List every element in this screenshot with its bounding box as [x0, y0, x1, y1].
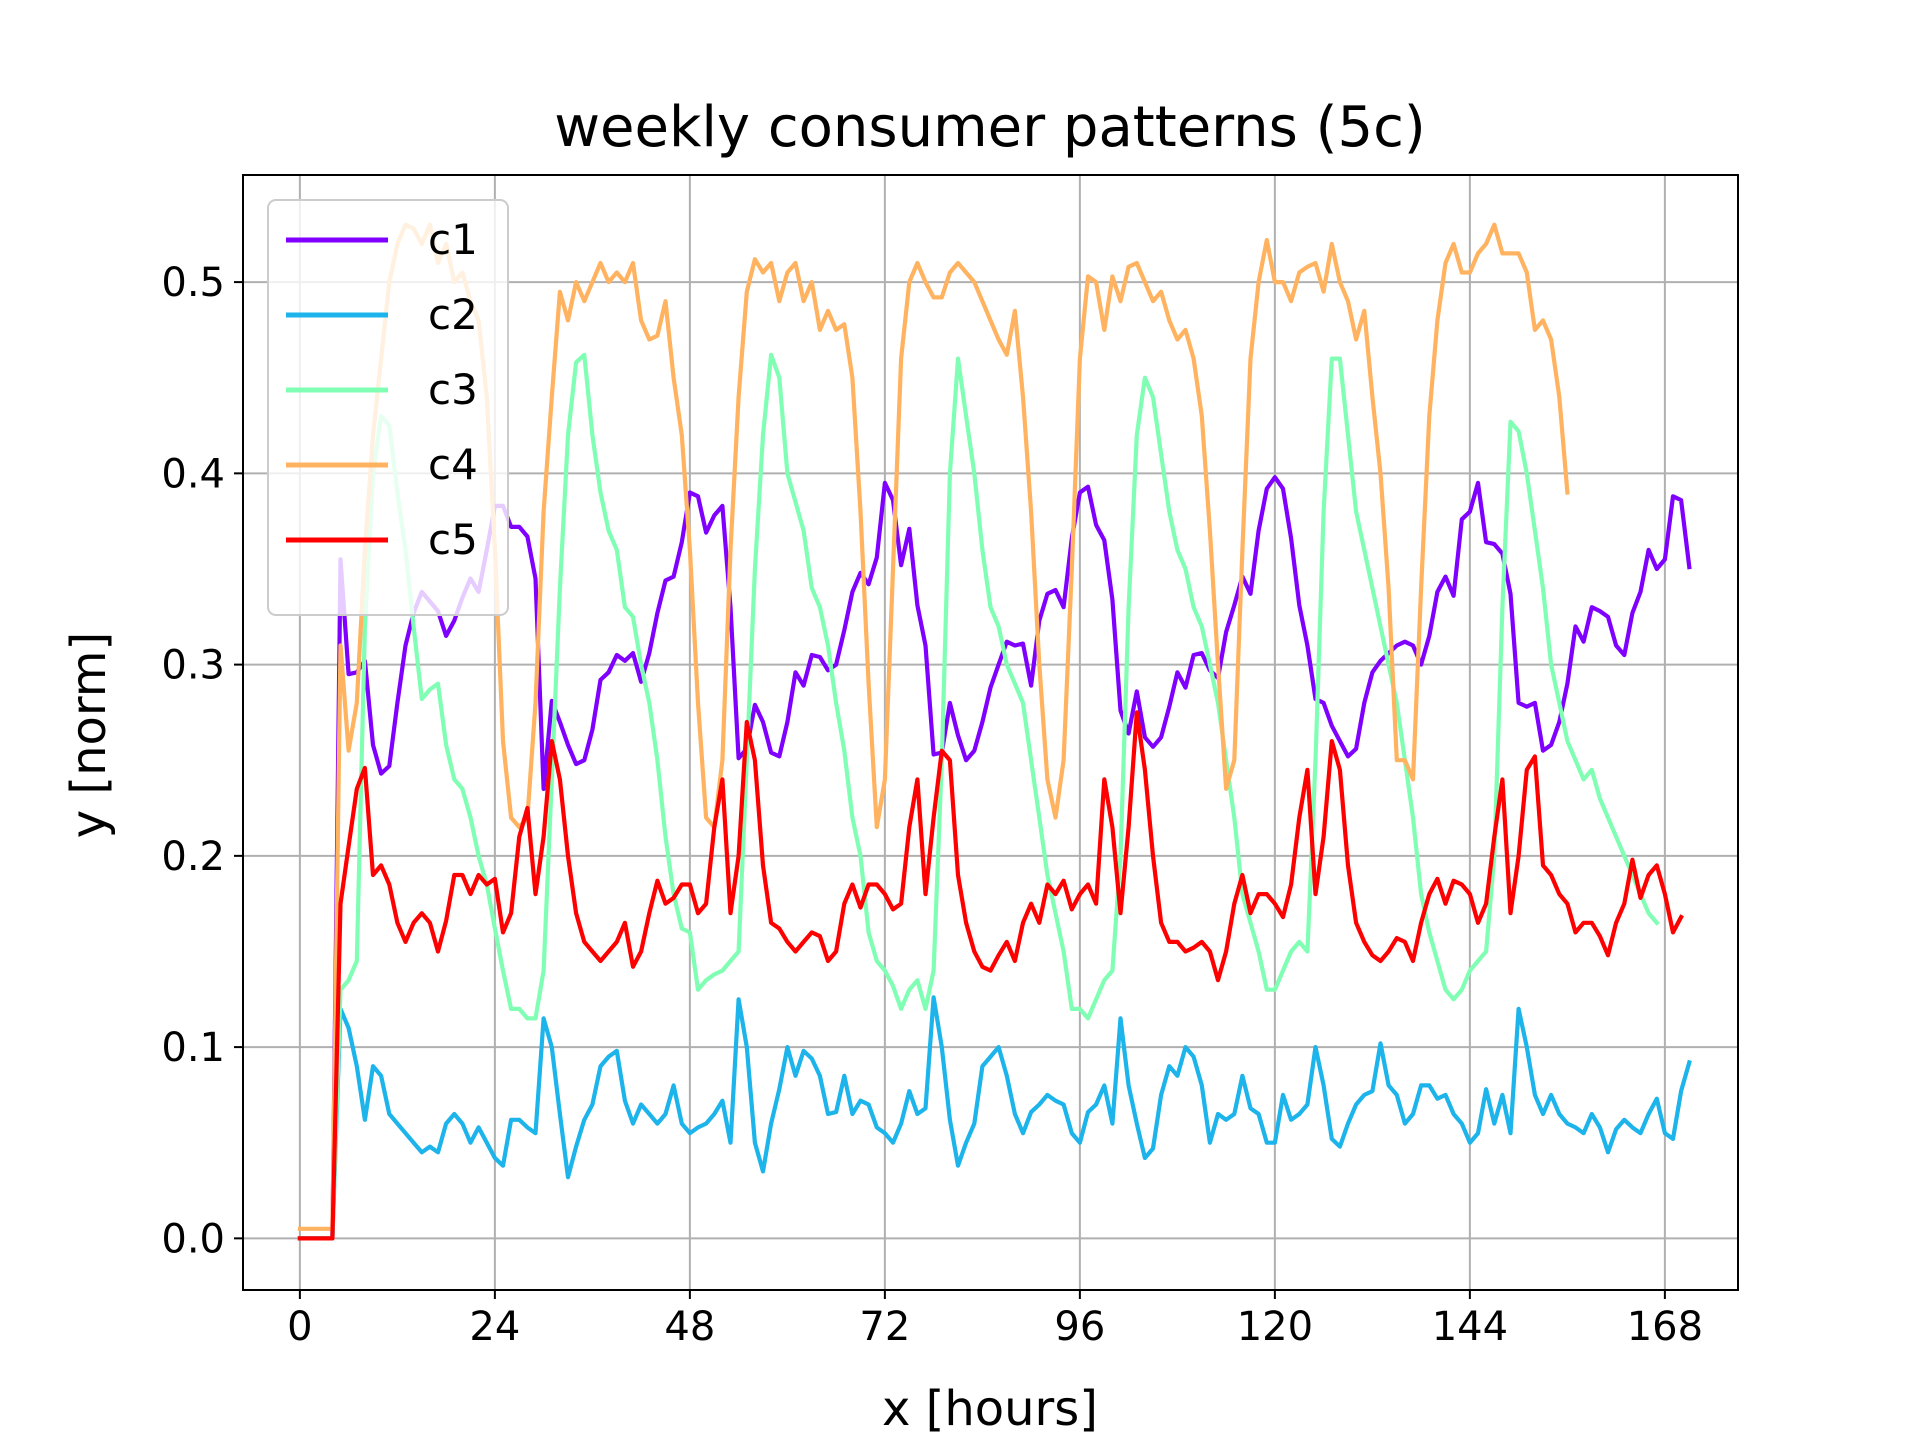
series-line-c3	[297, 352, 1660, 1241]
legend-label-c4: c4	[428, 440, 478, 489]
x-tick-label: 168	[1627, 1304, 1703, 1350]
legend-label-c1: c1	[428, 215, 478, 264]
y-tick-label: 0.4	[161, 451, 225, 497]
y-axis-ticks: 0.0 0.1 0.2 0.3 0.4 0.5	[161, 260, 243, 1262]
y-tick-label: 0.5	[161, 260, 225, 306]
y-tick-label: 0.0	[161, 1216, 225, 1262]
series-line-c5	[297, 710, 1684, 1241]
x-tick-label: 144	[1432, 1304, 1508, 1350]
x-tick-label: 24	[469, 1304, 520, 1350]
series-line-c4	[297, 222, 1570, 1231]
series-lines	[297, 222, 1692, 1241]
y-tick-label: 0.3	[161, 643, 225, 689]
x-axis-label: x [hours]	[882, 1381, 1098, 1437]
y-axis-label: y [norm]	[61, 632, 117, 839]
chart-title: weekly consumer patterns (5c)	[554, 95, 1426, 160]
x-axis-ticks: 0 24 48 72 96 120 144 168	[287, 1290, 1703, 1350]
x-tick-label: 72	[859, 1304, 910, 1350]
x-tick-label: 0	[287, 1304, 312, 1350]
series-line-c2	[297, 995, 1692, 1241]
legend-box	[267, 199, 509, 616]
series-line-c1	[297, 475, 1692, 1241]
legend-label-c2: c2	[428, 290, 478, 339]
x-tick-label: 48	[664, 1304, 715, 1350]
y-tick-label: 0.1	[161, 1025, 225, 1071]
legend-label-c3: c3	[428, 365, 478, 414]
x-tick-label: 96	[1054, 1304, 1105, 1350]
y-tick-label: 0.2	[161, 834, 225, 880]
x-tick-label: 120	[1237, 1304, 1313, 1350]
legend: c1 c2 c3 c4 c5	[267, 199, 509, 616]
grid	[243, 175, 1738, 1290]
legend-label-c5: c5	[428, 515, 478, 564]
plot-frame	[242, 174, 1739, 1291]
